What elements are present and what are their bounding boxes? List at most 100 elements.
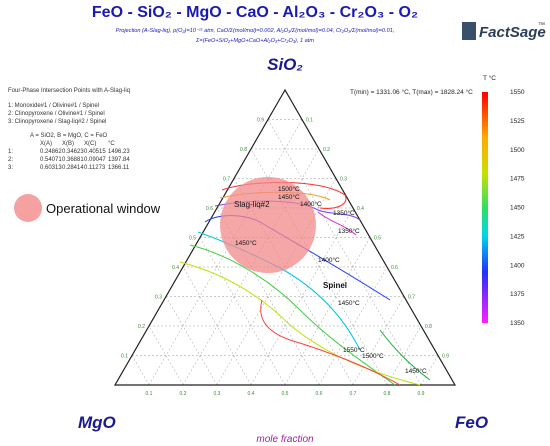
colorbar-tick-label: 1450 — [510, 205, 525, 212]
table-cell: 0.36881 — [62, 157, 84, 163]
left-tick-label: 0.1 — [121, 354, 128, 360]
colorbar-tick-label: 1550 — [510, 89, 525, 96]
table-cell: 0.09047 — [84, 157, 106, 163]
title: FeO - SiO₂ - MgO - CaO - Al₂O₃ - Cr₂O₃ -… — [92, 4, 418, 21]
vertex-label: SiO₂ — [267, 55, 303, 74]
logo-mark: ™ — [538, 22, 545, 29]
colorbar-tick-label: 1400 — [510, 262, 525, 269]
colorbar-tick-label: 1500 — [510, 147, 525, 154]
isotherm-label: 1450°C — [278, 193, 300, 201]
subtitle: Σ=(FeO+SiO₂+MgO+CaO+Al₂O₃+Cr₂O₃), 1 atm — [195, 38, 314, 44]
isotherm — [189, 244, 396, 386]
grid-line — [352, 296, 405, 386]
right-tick-label: 0.4 — [357, 206, 364, 212]
grid-line — [284, 237, 371, 386]
intersection-table: Four-Phase Intersection Points with A-Sl… — [8, 88, 130, 171]
isotherm — [379, 329, 431, 381]
left-tick-label: 0.9 — [257, 118, 264, 124]
colorbar-tick-label: 1350 — [510, 320, 525, 327]
legend-label: Operational window — [46, 201, 161, 216]
vertex-label: MgO — [78, 413, 116, 432]
left-tick-label: 0.7 — [223, 177, 230, 183]
isotherm-label: 1350°C — [333, 209, 355, 217]
table-cell: 2: — [8, 157, 13, 163]
table-key: A = SiO2, B = MgO, C = FeO — [30, 133, 108, 139]
colorbar-tick-label: 1525 — [510, 118, 525, 125]
isotherm-label: 1350°C — [338, 227, 360, 235]
grid-line — [420, 355, 439, 386]
table-item: 1: Monoxide#1 / Olivine#1 / Spinel — [8, 103, 99, 109]
bottom-tick-label: 0.7 — [350, 391, 357, 397]
table-header: X(B) — [62, 141, 74, 147]
isotherm-label: 1450°C — [338, 299, 360, 307]
bottom-tick-label: 0.6 — [316, 391, 323, 397]
table-cell: 0.34623 — [62, 149, 84, 155]
table-cell: 1496.23 — [108, 149, 130, 155]
grid-line — [148, 325, 184, 386]
bottom-tick-label: 0.2 — [180, 391, 187, 397]
table-cell: 0.54071 — [40, 157, 62, 163]
right-tick-label: 0.2 — [323, 147, 330, 153]
grid-line — [182, 266, 252, 386]
isotherm-label: 1550°C — [343, 346, 365, 354]
bottom-tick-label: 0.1 — [146, 391, 153, 397]
grid-line — [386, 325, 422, 386]
colorbar — [482, 92, 488, 323]
right-tick-label: 0.3 — [340, 177, 347, 183]
isotherm-label: 1500°C — [278, 185, 300, 193]
logo-icon — [462, 22, 476, 40]
table-header: °C — [108, 141, 115, 147]
right-tick-label: 0.6 — [391, 265, 398, 271]
isotherm-label: 1400°C — [318, 256, 340, 264]
axis-label: mole fraction — [256, 434, 314, 445]
left-tick-label: 0.6 — [206, 206, 213, 212]
isotherm-label: 1450°C — [235, 239, 257, 247]
temperature-range: T(min) = 1331.06 °C, T(max) = 1828.24 °C — [350, 88, 473, 96]
right-tick-label: 0.8 — [425, 324, 432, 330]
isotherm-label: 1500°C — [362, 352, 384, 360]
isotherm — [260, 299, 401, 386]
grid-line — [131, 355, 150, 386]
table-item: 2: Clinopyroxene / Olivine#1 / Spinel — [8, 111, 105, 117]
triangle — [113, 88, 457, 386]
bottom-tick-label: 0.4 — [248, 391, 255, 397]
grid-line — [148, 119, 303, 386]
table-cell: 0.11273 — [84, 165, 106, 171]
table-cell: 1397.84 — [108, 157, 130, 163]
table-cell: 0.28414 — [62, 165, 84, 171]
left-tick-label: 0.8 — [240, 147, 247, 153]
table-cell: 0.40515 — [84, 149, 106, 155]
colorbar-tick-label: 1475 — [510, 176, 525, 183]
left-tick-label: 0.5 — [189, 236, 196, 242]
right-tick-label: 0.1 — [306, 118, 313, 124]
colorbar-tick-label: 1425 — [510, 233, 525, 240]
table-body: X(A) X(B) X(C) °C 1: 0.24862 0.34623 0.40515 149… — [8, 141, 130, 171]
colorbar-title: T °C — [483, 74, 496, 82]
bottom-tick-label: 0.3 — [214, 391, 221, 397]
grid-line — [165, 296, 218, 386]
grid-line — [199, 237, 286, 386]
left-tick-label: 0.3 — [155, 295, 162, 301]
isotherm-label: 1450°C — [405, 367, 427, 375]
grid-line — [318, 266, 388, 386]
isotherm — [317, 211, 357, 236]
subtitle: Projection (A-Slag-liq), p(O₂)=10⁻¹¹ atm… — [116, 28, 395, 34]
right-tick-label: 0.9 — [442, 354, 449, 360]
table-header: X(C) — [84, 141, 96, 147]
colorbar-tick-label: 1375 — [510, 291, 525, 298]
table-cell: 3: — [8, 165, 13, 171]
colorbar-ticks: 1550 1525 1500 1475 1450 1425 1400 1375 1350 — [510, 89, 525, 327]
logo: FactSage — [479, 24, 546, 41]
bottom-tick-label: 0.5 — [282, 391, 289, 397]
table-cell: 1366.11 — [108, 165, 130, 171]
phase-label: Slag-liq#2 — [234, 200, 270, 209]
grid-line — [267, 119, 422, 386]
bottom-tick-label: 0.9 — [418, 391, 425, 397]
right-tick-label: 0.7 — [408, 295, 415, 301]
table-item: 3: Clinopyroxene / Slag-liq#2 / Spinel — [8, 119, 106, 125]
table-header: X(A) — [40, 141, 52, 147]
right-tick-label: 0.5 — [374, 236, 381, 242]
table-cell: 0.60313 — [40, 165, 62, 171]
